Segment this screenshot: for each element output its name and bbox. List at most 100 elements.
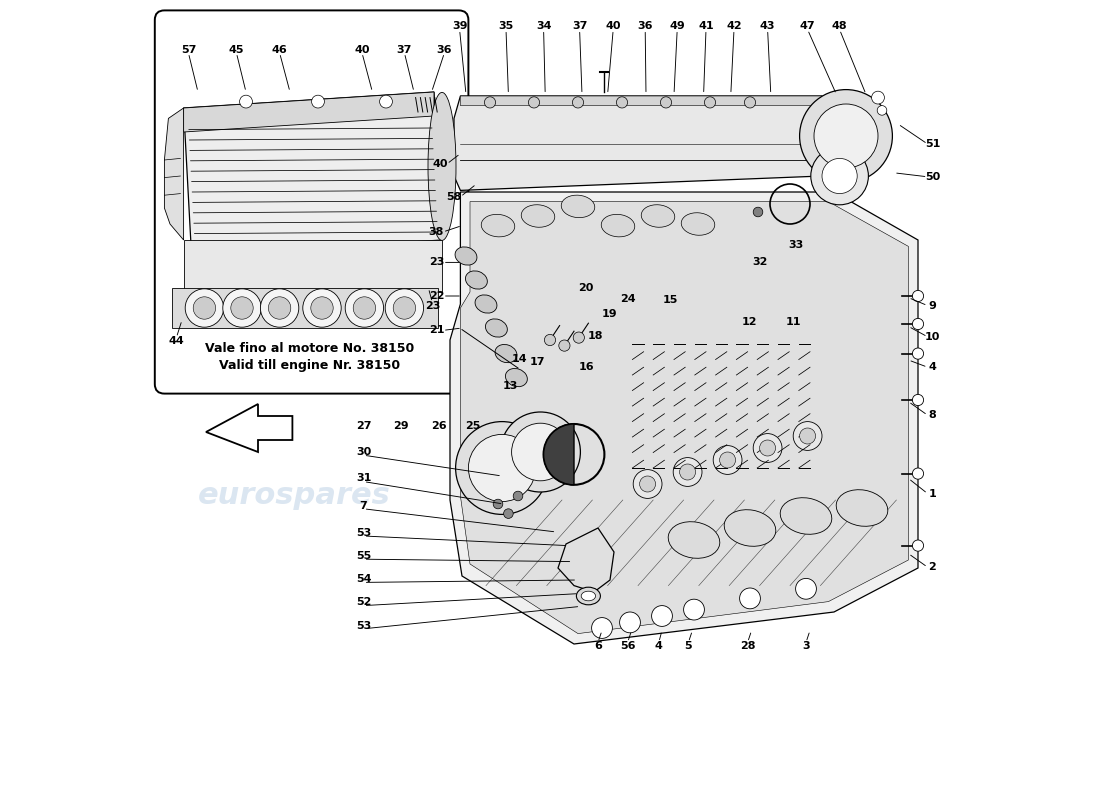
Ellipse shape [576, 587, 601, 605]
Circle shape [619, 612, 640, 633]
Text: 55: 55 [356, 551, 371, 561]
Text: 56: 56 [619, 641, 636, 650]
Text: 48: 48 [832, 22, 847, 31]
Circle shape [660, 97, 672, 108]
Text: 32: 32 [752, 258, 768, 267]
Circle shape [311, 95, 324, 108]
Circle shape [680, 464, 695, 480]
Circle shape [504, 509, 514, 518]
Ellipse shape [724, 510, 776, 546]
Circle shape [651, 606, 672, 626]
Text: 58: 58 [447, 192, 462, 202]
Text: 26: 26 [431, 421, 447, 430]
Circle shape [592, 618, 613, 638]
Text: 41: 41 [698, 22, 714, 31]
Circle shape [345, 289, 384, 327]
Circle shape [639, 476, 656, 492]
Text: 37: 37 [397, 45, 412, 54]
Text: 21: 21 [429, 326, 444, 335]
Ellipse shape [455, 247, 477, 265]
Circle shape [745, 97, 756, 108]
Text: 11: 11 [785, 317, 801, 326]
Text: 36: 36 [638, 22, 653, 31]
Circle shape [393, 297, 416, 319]
Text: 29: 29 [394, 421, 409, 430]
Text: 57: 57 [180, 45, 196, 54]
Circle shape [514, 491, 522, 501]
Circle shape [912, 318, 924, 330]
Circle shape [616, 97, 628, 108]
Circle shape [455, 422, 549, 514]
Text: Valid till engine Nr. 38150: Valid till engine Nr. 38150 [219, 359, 400, 372]
Text: 49: 49 [669, 22, 685, 31]
Ellipse shape [521, 205, 554, 227]
Circle shape [713, 446, 743, 474]
Text: 30: 30 [356, 447, 371, 457]
Text: 5: 5 [684, 641, 692, 650]
Polygon shape [184, 92, 442, 256]
Text: 6: 6 [594, 641, 602, 650]
Text: 40: 40 [432, 159, 448, 169]
Text: 36: 36 [437, 45, 452, 54]
Polygon shape [450, 192, 918, 644]
Text: Vale fino al motore No. 38150: Vale fino al motore No. 38150 [206, 342, 415, 354]
Circle shape [811, 147, 868, 205]
Circle shape [754, 434, 782, 462]
Circle shape [512, 423, 569, 481]
Ellipse shape [668, 522, 719, 558]
Polygon shape [461, 202, 909, 634]
Text: 8: 8 [928, 410, 936, 420]
Ellipse shape [581, 591, 595, 601]
Polygon shape [164, 108, 184, 240]
Text: 4: 4 [928, 362, 936, 372]
Polygon shape [184, 240, 442, 292]
Circle shape [240, 95, 252, 108]
Circle shape [719, 452, 736, 468]
Circle shape [528, 97, 540, 108]
FancyBboxPatch shape [155, 10, 469, 394]
Text: eurospares: eurospares [198, 482, 390, 510]
Text: 39: 39 [452, 22, 468, 31]
Text: 20: 20 [579, 283, 594, 293]
Circle shape [912, 394, 924, 406]
Ellipse shape [561, 195, 595, 218]
Circle shape [912, 540, 924, 551]
Ellipse shape [506, 369, 527, 386]
Text: 19: 19 [602, 310, 617, 319]
Text: 45: 45 [229, 45, 244, 54]
Text: 35: 35 [498, 22, 514, 31]
Text: 43: 43 [760, 22, 775, 31]
Ellipse shape [602, 214, 635, 237]
Text: 40: 40 [605, 22, 620, 31]
Circle shape [353, 297, 375, 319]
Text: 44: 44 [168, 336, 185, 346]
Circle shape [469, 434, 536, 502]
Text: 24: 24 [620, 294, 636, 304]
Ellipse shape [428, 92, 456, 240]
Polygon shape [461, 96, 834, 116]
Polygon shape [173, 288, 438, 328]
Text: 27: 27 [356, 421, 372, 430]
Circle shape [634, 470, 662, 498]
Text: 50: 50 [925, 172, 940, 182]
Circle shape [559, 340, 570, 351]
Text: 38: 38 [429, 227, 444, 237]
Text: 14: 14 [512, 354, 527, 364]
Text: 15: 15 [663, 295, 679, 305]
Circle shape [379, 95, 393, 108]
Ellipse shape [681, 213, 715, 235]
Text: 53: 53 [356, 528, 371, 538]
Text: 23: 23 [429, 258, 444, 267]
Circle shape [800, 428, 815, 444]
Ellipse shape [780, 498, 832, 534]
Text: 7: 7 [360, 501, 367, 510]
Circle shape [683, 599, 704, 620]
Text: 16: 16 [579, 362, 594, 372]
Circle shape [673, 458, 702, 486]
Text: 47: 47 [800, 22, 815, 31]
Ellipse shape [485, 319, 507, 337]
Ellipse shape [475, 295, 497, 313]
Circle shape [268, 297, 290, 319]
Ellipse shape [481, 214, 515, 237]
Text: 40: 40 [354, 45, 370, 54]
